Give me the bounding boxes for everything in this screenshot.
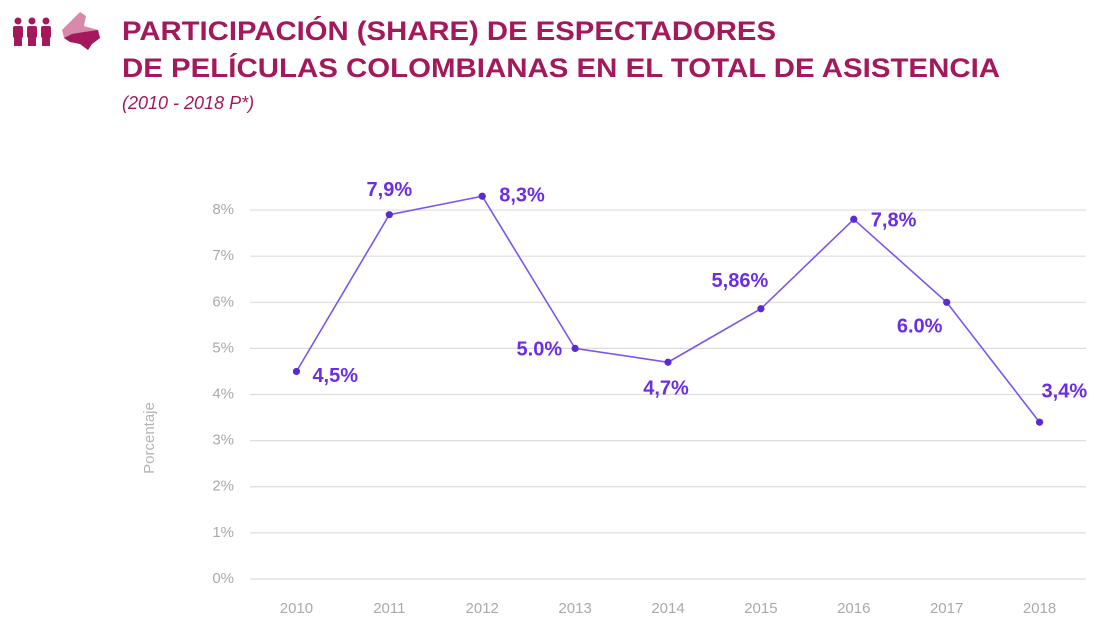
- header-icons: [13, 12, 100, 50]
- value-label: 4,7%: [643, 378, 689, 400]
- y-axis-label: Porcentaje: [141, 402, 158, 474]
- x-tick-label: 2011: [373, 600, 405, 617]
- y-tick-label: 3%: [212, 432, 234, 449]
- y-tick-label: 5%: [212, 339, 234, 356]
- data-point: [385, 211, 393, 219]
- x-tick-label: 2014: [651, 600, 684, 617]
- x-tick-label: 2010: [280, 600, 313, 617]
- x-tick-label: 2018: [1023, 600, 1056, 617]
- data-point: [478, 192, 486, 200]
- data-point: [943, 298, 951, 306]
- x-tick-label: 2013: [558, 600, 591, 617]
- x-tick-label: 2012: [466, 600, 499, 617]
- data-point: [850, 215, 858, 223]
- y-tick-label: 2%: [212, 478, 234, 495]
- data-point: [292, 367, 301, 376]
- value-label: 5,86%: [712, 270, 769, 292]
- x-tick-label: 2015: [744, 600, 777, 617]
- chart-title: PARTICIPACIÓN (SHARE) DE ESPECTADORES: [122, 15, 776, 46]
- value-label: 7,9%: [367, 179, 413, 201]
- y-tick-label: 4%: [212, 385, 234, 402]
- chart-subtitle: (2010 - 2018 P*): [122, 93, 254, 113]
- value-label: 4,5%: [312, 365, 358, 387]
- value-label: 6.0%: [897, 316, 943, 338]
- y-tick-label: 8%: [212, 201, 234, 218]
- data-point: [664, 358, 672, 366]
- y-tick-label: 7%: [212, 247, 234, 264]
- y-tick-label: 1%: [212, 524, 234, 541]
- data-point: [1035, 418, 1044, 426]
- y-tick-label: 6%: [212, 293, 234, 310]
- value-label: 8,3%: [499, 185, 545, 207]
- value-label: 7,8%: [871, 210, 917, 232]
- data-point: [571, 344, 579, 353]
- chart-title: DE PELÍCULAS COLOMBIANAS EN EL TOTAL DE …: [122, 52, 1000, 83]
- x-tick-label: 2017: [930, 600, 963, 617]
- y-tick-label: 0%: [212, 570, 234, 587]
- value-label: 5.0%: [517, 339, 563, 361]
- value-label: 3,4%: [1042, 380, 1088, 402]
- x-tick-label: 2016: [837, 600, 870, 617]
- data-point: [757, 305, 765, 313]
